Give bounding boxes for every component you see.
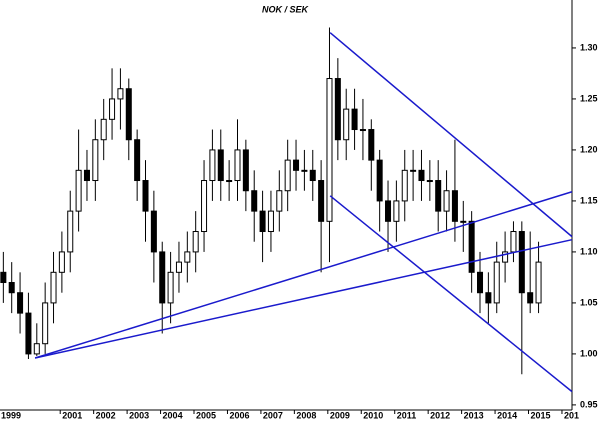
candle-body — [426, 180, 433, 183]
candle-body — [17, 292, 24, 314]
candle-body — [351, 108, 358, 131]
candle-body — [201, 180, 208, 233]
candle-body — [0, 271, 7, 284]
candle-body — [293, 159, 300, 171]
candle-body — [485, 292, 492, 304]
x-tick-label: 2013 — [464, 410, 484, 420]
candle-body — [209, 149, 216, 182]
candle-body — [159, 251, 166, 304]
candle-body — [117, 88, 124, 100]
candle-body — [267, 210, 274, 233]
candle-body — [134, 139, 141, 182]
candle-body — [376, 159, 383, 202]
candle-body — [83, 169, 90, 182]
candle-body — [343, 108, 350, 141]
candle-body — [468, 220, 475, 273]
candle-body — [58, 251, 65, 273]
x-tick-label: 2010 — [363, 410, 383, 420]
candle-body — [451, 190, 458, 222]
y-tick-label: 1.10 — [580, 246, 598, 256]
y-tick-label: 0.95 — [580, 399, 598, 409]
candle-body — [393, 200, 400, 222]
candle-body — [535, 261, 542, 304]
candle-body — [334, 78, 341, 141]
candle-body — [8, 282, 15, 294]
candle-body — [518, 231, 525, 294]
candle-body — [242, 149, 249, 192]
candle-body — [527, 292, 534, 304]
candle-body — [385, 200, 392, 222]
x-tick-label: 1999 — [1, 410, 21, 420]
candle-body — [493, 261, 500, 304]
y-tick-label: 1.25 — [580, 93, 598, 103]
x-tick-label: 2012 — [430, 410, 450, 420]
y-tick-label: 1.20 — [580, 144, 598, 154]
candle-body — [259, 210, 266, 233]
candle-body — [326, 78, 333, 222]
y-tick-label: 1.05 — [580, 297, 598, 307]
candle-body — [92, 139, 99, 182]
candle-body — [33, 343, 40, 355]
x-tick-label: 2008 — [296, 410, 316, 420]
candle-body — [75, 169, 82, 212]
candle-body — [67, 210, 74, 253]
x-tick-label: 2003 — [129, 410, 149, 420]
x-tick-label: 201 — [564, 410, 579, 420]
candle-body — [318, 180, 325, 222]
candle-body — [234, 149, 241, 182]
x-tick-label: 2015 — [531, 410, 551, 420]
x-tick-label: 2011 — [397, 410, 417, 420]
x-tick-label: 2007 — [263, 410, 283, 420]
x-tick-label: 2002 — [96, 410, 116, 420]
candle-body — [109, 98, 116, 120]
candle-body — [401, 169, 408, 202]
x-tick-label: 2014 — [497, 410, 517, 420]
candle-body — [368, 129, 375, 161]
x-tick-label: 2004 — [163, 410, 183, 420]
candle-body — [192, 231, 199, 253]
y-tick-label: 1.15 — [580, 195, 598, 205]
candle-body — [460, 220, 467, 223]
candle-body — [510, 231, 517, 253]
candle-body — [184, 251, 191, 263]
candle-body — [309, 169, 316, 182]
candle-body — [42, 302, 49, 345]
candle-body — [410, 169, 417, 172]
candle-body — [276, 190, 283, 212]
candle-body — [150, 210, 157, 253]
candle-body — [418, 169, 425, 182]
candle-body — [50, 271, 57, 304]
candle-body — [502, 251, 509, 263]
y-tick-label: 1.30 — [580, 42, 598, 52]
candle-body — [226, 180, 233, 183]
candle-body — [477, 271, 484, 294]
x-tick-label: 2001 — [62, 410, 82, 420]
candle-body — [217, 149, 224, 182]
trend-line — [329, 32, 573, 238]
candle-body — [443, 190, 450, 212]
trend-line — [329, 195, 573, 393]
candle-body — [284, 159, 291, 192]
x-tick-label: 2005 — [196, 410, 216, 420]
x-tick-label: 2006 — [229, 410, 249, 420]
x-tick-label: 2009 — [330, 410, 350, 420]
candle-body — [125, 88, 132, 141]
y-tick-label: 1.00 — [580, 348, 598, 358]
trend-line — [34, 238, 573, 359]
candle-body — [175, 261, 182, 273]
candle-body — [100, 118, 107, 141]
candle-body — [301, 169, 308, 172]
candle-body — [25, 312, 32, 355]
chart-title: NOK / SEK — [262, 4, 310, 14]
candle-body — [167, 271, 174, 304]
trend-line — [34, 191, 573, 359]
candle-body — [359, 129, 366, 132]
candle-body — [251, 190, 258, 212]
candle-body — [142, 180, 149, 212]
candle-body — [435, 180, 442, 212]
